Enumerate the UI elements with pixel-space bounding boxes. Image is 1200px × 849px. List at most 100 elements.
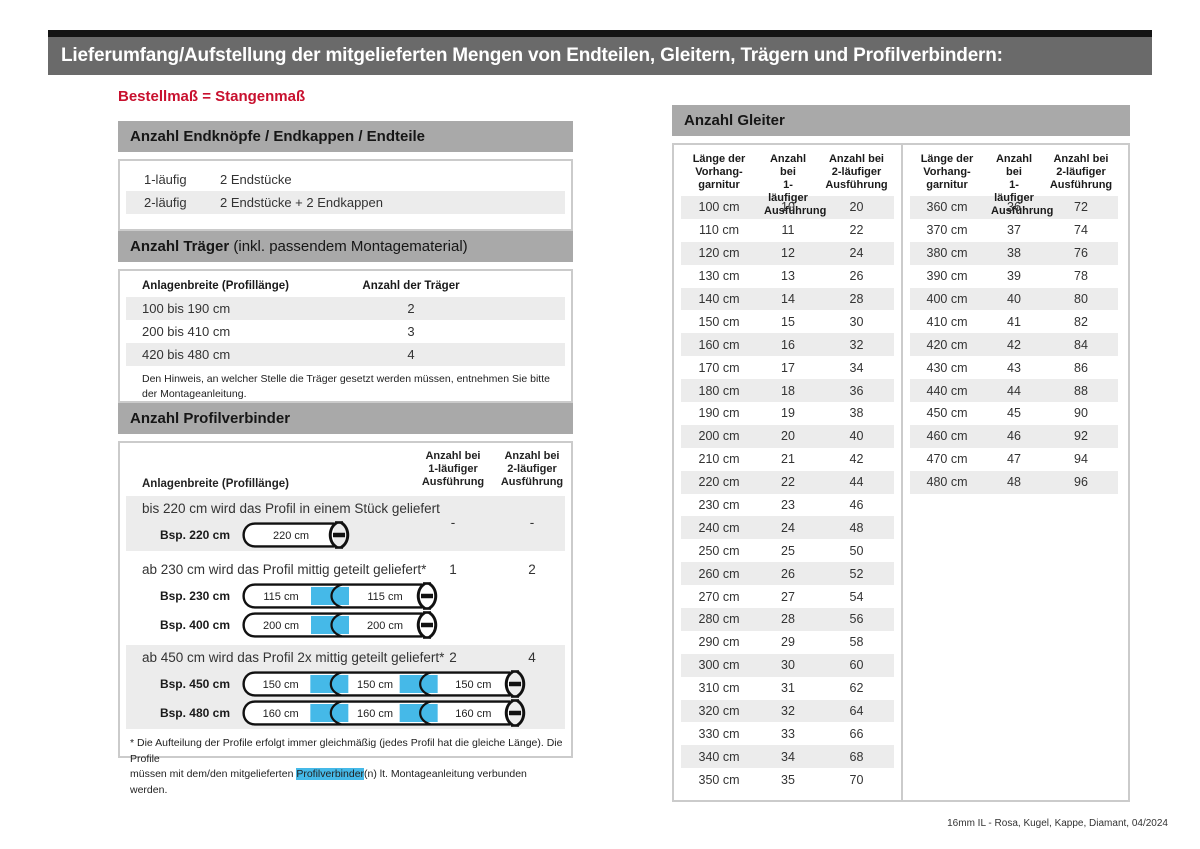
count-1-laeufig-cell: 30 <box>781 658 795 673</box>
gleiter-row: 450 cm 45 90 <box>903 402 1125 425</box>
col-header-length: Länge der Vorhang- garnitur <box>920 153 974 191</box>
gleiter-row: 380 cm 38 76 <box>903 241 1125 265</box>
count-2-laeufig-cell: 70 <box>849 772 864 787</box>
length-cell: 310 cm <box>698 681 740 696</box>
count-2-laeufig-cell: 54 <box>849 589 864 604</box>
width-range-cell: 420 bis 480 cm <box>142 347 231 362</box>
count-2-laeufig-cell: 72 <box>1074 200 1088 215</box>
count-2-laeufig-cell: 52 <box>849 566 864 581</box>
col-header-1-laeufig: Anzahl bei 1-läufiger Ausführung <box>421 450 485 488</box>
gleiter-row: 280 cm 28 56 <box>674 608 901 631</box>
count-1-laeufig-cell: 29 <box>781 635 795 650</box>
gleiter-row: 250 cm 25 50 <box>674 539 901 562</box>
traeger-row: 100 bis 190 cm 2 <box>120 297 571 320</box>
traeger-rows: 100 bis 190 cm 2 200 bis 410 cm 3 420 bi… <box>120 297 571 366</box>
bracket-count-cell: 3 <box>407 324 415 339</box>
count-1-laeufig-cell: 48 <box>1007 475 1021 490</box>
profile-rod-diagram: 200 cm 200 cm <box>238 610 438 639</box>
length-cell: 170 cm <box>698 360 740 375</box>
count-1-laeufig-cell: 19 <box>781 406 795 421</box>
gleiter-rows-right: 360 cm 36 72 370 cm 37 74 380 cm <box>903 196 1125 494</box>
count-1-laeufig-cell: 14 <box>781 292 795 306</box>
endteile-table: 1-läufig 2 Endstücke 2-läufig 2 Endstück… <box>118 159 573 231</box>
gleiter-row: 420 cm 42 84 <box>903 333 1125 357</box>
gleiter-header-row: Länge der Vorhang- garnitur Anzahl bei 1… <box>674 145 901 217</box>
count-2-laeufig-cell: 36 <box>849 383 864 398</box>
count-1-laeufig-cell: 11 <box>781 223 795 238</box>
count-2-laeufig-cell: 44 <box>849 475 864 490</box>
count-2-laeufig-cell: 88 <box>1074 383 1088 398</box>
count-2-laeufig-cell: 80 <box>1074 292 1088 306</box>
gleiter-row: 140 cm 14 28 <box>674 287 901 311</box>
count-1-laeufig-cell: 41 <box>1007 314 1021 329</box>
count-2-laeufig-cell: 40 <box>849 429 864 444</box>
page-title: Lieferumfang/Aufstellung der mitgeliefer… <box>61 45 1003 66</box>
gleiter-row: 440 cm 44 88 <box>903 379 1125 403</box>
gleiter-row: 320 cm 32 64 <box>674 699 901 723</box>
section-title-profilverbinder: Anzahl Profilverbinder <box>130 410 291 427</box>
gleiter-row: 220 cm 22 44 <box>674 470 901 494</box>
length-cell: 290 cm <box>698 635 740 650</box>
gleiter-row: 120 cm 12 24 <box>674 241 901 265</box>
count-2-laeufig-cell: 30 <box>849 314 864 329</box>
gleiter-row: 410 cm 41 82 <box>903 310 1125 333</box>
profile-example: Bsp. 220 cm 220 cm <box>142 520 565 549</box>
svg-text:160 cm: 160 cm <box>455 708 491 720</box>
gleiter-subtable-right: Länge der Vorhang- garnitur Anzahl bei 1… <box>903 145 1125 494</box>
length-cell: 150 cm <box>698 314 740 329</box>
length-cell: 350 cm <box>698 772 740 787</box>
gleiter-row: 160 cm 16 32 <box>674 333 901 357</box>
count-2-laeufig-cell: 82 <box>1074 314 1088 329</box>
gleiter-row: 330 cm 33 66 <box>674 722 901 745</box>
count-1-laeufig-cell: 28 <box>781 612 795 627</box>
count-1-laeufig-cell: 21 <box>781 452 795 467</box>
count-1-laeufig-cell: 34 <box>781 749 795 764</box>
count-2-laeufig-cell: 58 <box>849 635 864 650</box>
gleiter-row: 200 cm 20 40 <box>674 424 901 448</box>
length-cell: 260 cm <box>698 566 740 581</box>
count-1-laeufig-cell: 43 <box>1007 360 1021 375</box>
gleiter-row: 190 cm 19 38 <box>674 402 901 425</box>
length-cell: 380 cm <box>926 246 968 261</box>
length-cell: 250 cm <box>698 543 740 558</box>
count-1-laeufig-cell: 33 <box>781 726 795 741</box>
width-range-cell: 100 bis 190 cm <box>142 301 231 316</box>
length-cell: 430 cm <box>926 360 968 375</box>
gleiter-row: 110 cm 11 22 <box>674 219 901 242</box>
traeger-table: Anlagenbreite (Profillänge) Anzahl der T… <box>118 269 573 403</box>
length-cell: 270 cm <box>698 589 740 604</box>
count-1-laeufig-cell: 18 <box>781 383 795 398</box>
gleiter-row: 390 cm 39 78 <box>903 265 1125 288</box>
count-1-laeufig-cell: 27 <box>781 589 795 604</box>
count-2-laeufig-cell: 90 <box>1074 406 1088 421</box>
section-subtitle-traeger: (inkl. passendem Montagematerial) <box>229 238 468 255</box>
length-cell: 220 cm <box>698 475 740 490</box>
footnote-highlight: Profilverbinder <box>296 768 365 780</box>
gleiter-row: 260 cm 26 52 <box>674 562 901 586</box>
count-1-laeufig-cell: 13 <box>781 269 795 284</box>
col-header-1-laeufig: Anzahl bei 1-läufiger Ausführung <box>764 153 827 217</box>
traeger-header-row: Anlagenbreite (Profillänge) Anzahl der T… <box>120 275 571 297</box>
count-2-laeufig-cell: 76 <box>1074 246 1088 261</box>
gleiter-row: 480 cm 48 96 <box>903 470 1125 494</box>
length-cell: 420 cm <box>926 337 968 352</box>
gleiter-table: Länge der Vorhang- garnitur Anzahl bei 1… <box>672 143 1130 802</box>
gleiter-row: 170 cm 17 34 <box>674 356 901 379</box>
count-2-laeufig-cell: 84 <box>1074 337 1088 352</box>
gleiter-row: 340 cm 34 68 <box>674 745 901 769</box>
count-1-laeufig-cell: 17 <box>781 360 795 375</box>
gleiter-row: 350 cm 35 70 <box>674 768 901 791</box>
endteile-row: 2-läufig 2 Endstücke + 2 Endkappen <box>120 191 571 214</box>
count-1-laeufig-cell: 25 <box>781 543 795 558</box>
length-cell: 160 cm <box>698 337 740 352</box>
section-title-traeger: Anzahl Träger <box>130 238 230 255</box>
gleiter-row: 430 cm 43 86 <box>903 356 1125 379</box>
profilverbinder-header-row: Anlagenbreite (Profillänge) Anzahl bei 1… <box>120 443 571 496</box>
count-2-laeufig-cell: 60 <box>849 658 864 673</box>
count-1-laeufig-cell: 12 <box>781 246 795 261</box>
col-header-length: Länge der Vorhang- garnitur <box>692 153 746 191</box>
pv-block-ab-230: ab 230 cm wird das Profil mittig geteilt… <box>126 557 565 641</box>
profile-rod-diagram: 115 cm 115 cm <box>238 581 438 610</box>
right-column: Anzahl Gleiter Länge der Vorhang- garnit… <box>672 105 1130 802</box>
page-header-bar: Lieferumfang/Aufstellung der mitgeliefer… <box>48 30 1152 75</box>
